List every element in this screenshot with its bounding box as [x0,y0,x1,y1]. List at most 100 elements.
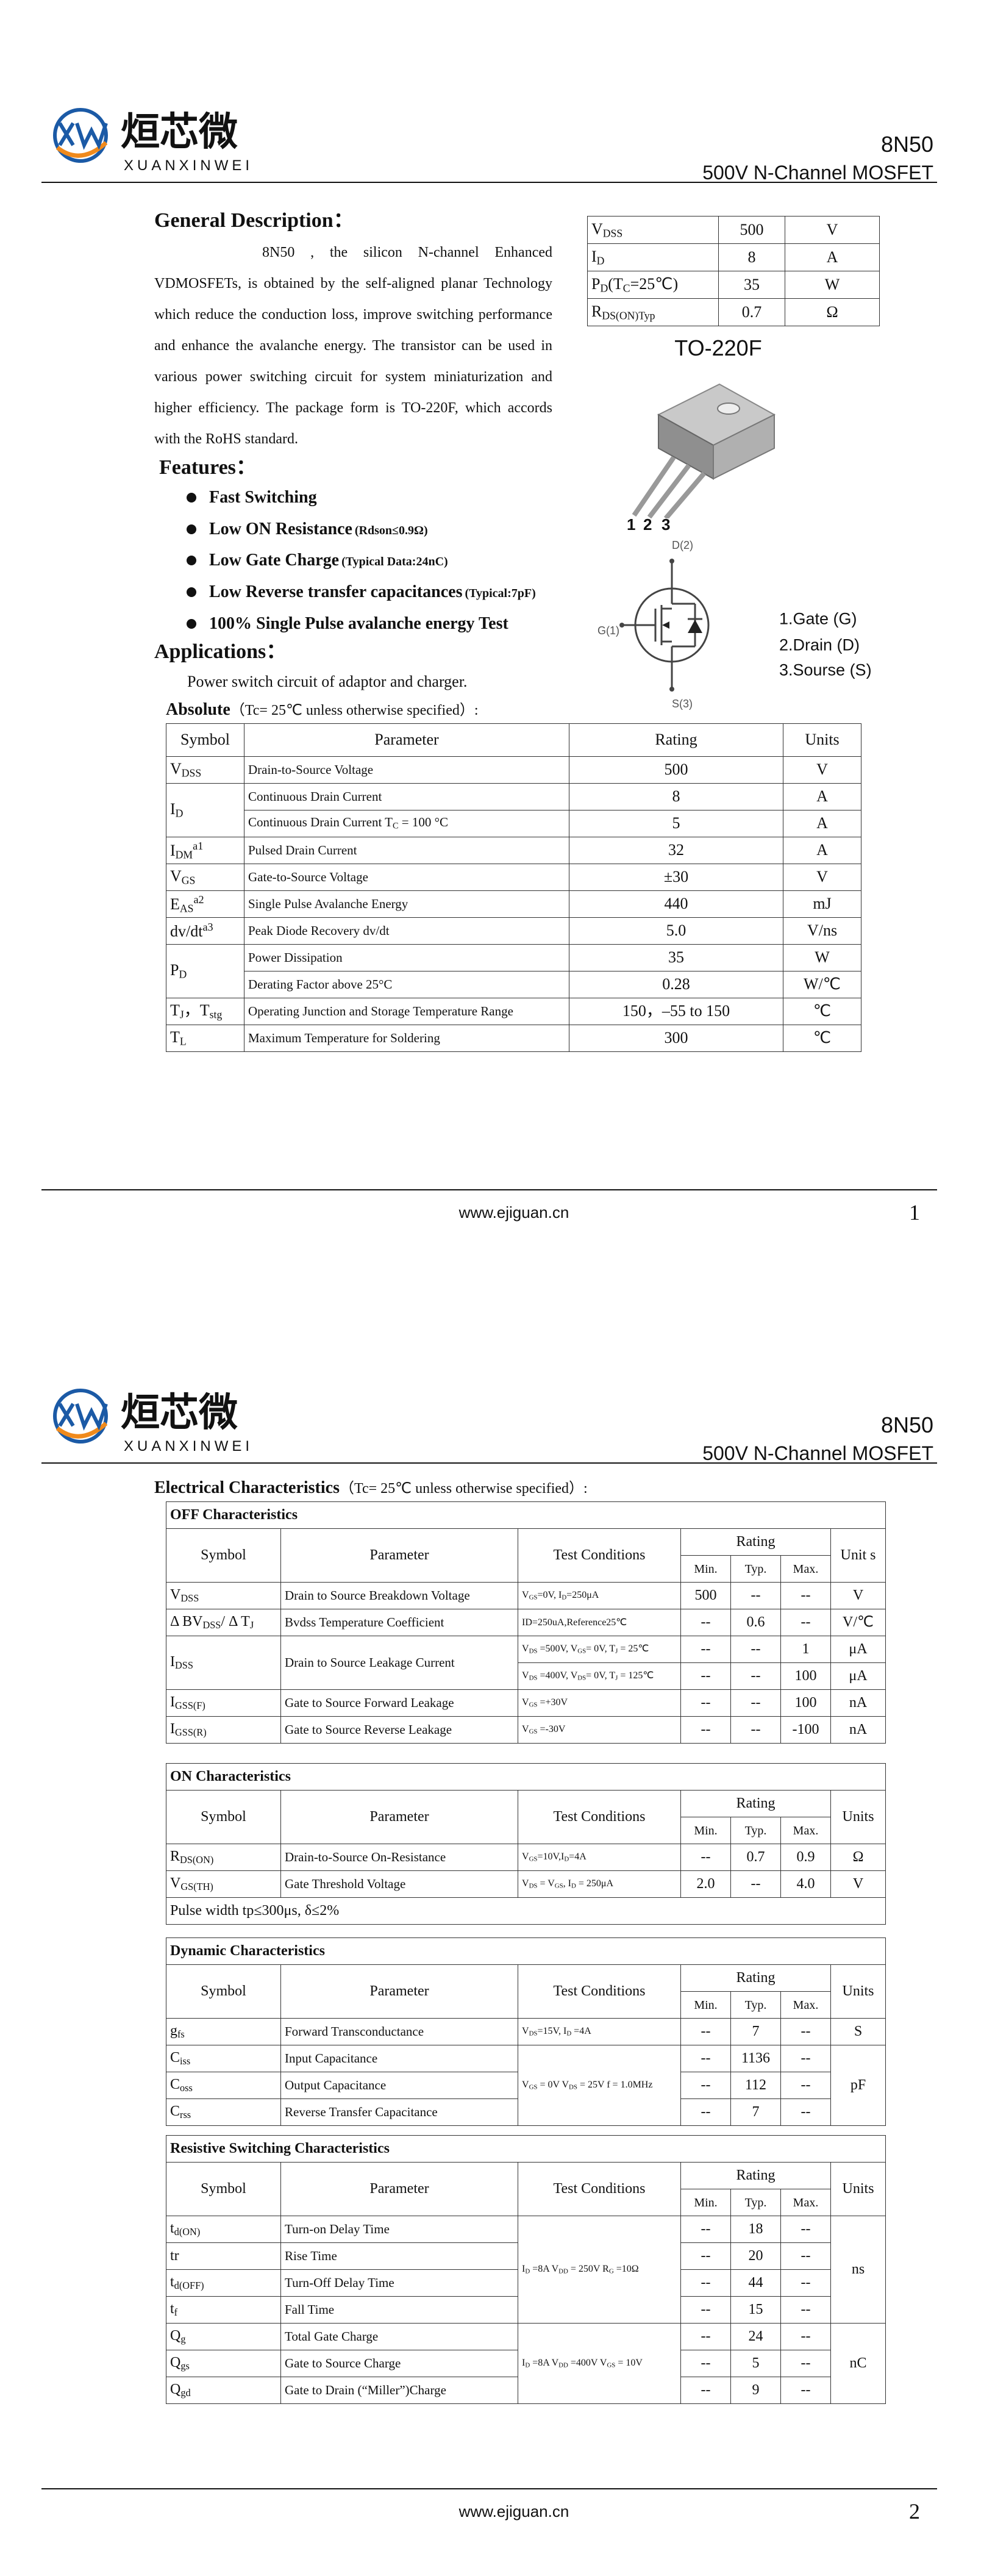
test_conditions: ID =8A VDD =400V VGS = 10V [522,2358,643,2369]
parameter-cell: Fall Time [280,2296,518,2324]
test_conditions-part: = 125℃ [618,1670,654,1681]
rating: 5 [672,814,680,832]
symbol-part: f [174,2306,178,2319]
data-row: gfs Forward Transconductance VDS=15V, ID =… [166,2018,886,2045]
data-row: Derating Factor above 25°C 0.28 W/℃ [166,971,861,998]
parameter: Gate Threshold Voltage [285,1876,406,1891]
test_conditions-cell: VGS =-30V [518,1716,681,1744]
typ: -- [751,1876,761,1892]
spec-symbol-text-part: (T [608,274,623,293]
min-cell: -- [680,2072,731,2099]
parameter-cell: Drain to Source Breakdown Voltage [280,1582,518,1609]
header-subtitle: 500V N-Channel MOSFET [702,1444,933,1463]
max-cell: -- [780,2072,831,2099]
header-cell: Test Conditions [518,1790,681,1844]
test_conditions-part: DS [577,1674,587,1682]
data-row: IDSS Drain to Source Leakage Current VDS =… [166,1636,886,1690]
lead [663,471,707,518]
feature: 100% Single Pulse avalanche energy Test [209,615,508,632]
parameter: Reverse Transfer Capacitance [285,2104,438,2119]
test_conditions-part: V [522,1589,529,1600]
header: Rating [736,2167,776,2184]
typ-cell: 18 [730,2216,781,2243]
rating: 500 [664,760,688,779]
pin-legend: 2.Drain (D) [779,637,860,654]
units-cell: A [783,783,861,810]
header: Rating [736,1534,776,1550]
test_conditions-part: = 0V V [537,2079,569,2090]
data-row: VDS =400V, VDS= 0V, TJ = 125℃ -- -- 100 μA [166,1662,886,1690]
max-cell: -- [780,2269,831,2297]
header: Symbol [201,2181,246,2197]
max: -- [801,2355,811,2372]
header: Units [842,1983,874,2000]
data-row: Qgd Gate to Drain (“Miller”)Charge -- 9 -- [166,2377,886,2404]
typ-cell: 20 [730,2242,781,2270]
parameter-part: Continuous Drain Current T [248,815,393,830]
spec-row: ID 8 A [587,243,880,271]
symbol-cell: IGSS(F) [166,1689,281,1717]
typ-cell: -- [730,1636,781,1663]
header-cell: Symbol [166,1528,281,1583]
test_conditions-cell: VGS=0V, ID=250μA [518,1582,681,1609]
parameter: Turn-Off Delay Time [285,2275,394,2290]
units: ns [851,2261,865,2278]
parameter: Forward Transconductance [285,2023,424,2039]
units: V/ns [807,921,838,940]
max: 100 [794,1668,817,1684]
parameter-part: = 100 °C [398,815,449,830]
symbol-part: GS(TH) [180,1881,213,1893]
data-row: Continuous Drain Current TC = 100 °C 5 A [166,810,861,837]
logo-swoosh [55,141,108,158]
units: W/℃ [804,975,841,993]
typ: 20 [748,2248,763,2264]
units: V [816,760,828,779]
min: -- [701,2248,711,2264]
symbol-part: I [170,800,176,818]
symbol-part: V [170,867,182,886]
max: -- [801,2248,811,2264]
max: -- [801,1587,811,1604]
units-cell: V/℃ [830,1609,886,1636]
symbol-part: R [170,1848,180,1865]
test_conditions-part: D [525,2361,530,2369]
max-cell: -- [780,2323,831,2350]
symbol-cell: Qgd [166,2377,281,2404]
typ: -- [751,1587,761,1604]
symbol-part: d(OFF) [174,2280,204,2292]
parameter-cell: Operating Junction and Storage Temperatu… [244,998,569,1025]
symbol: PD [170,961,187,980]
header-row: Min. Typ. Max. [166,1991,886,2019]
symbol-part: V [170,760,182,778]
characteristics-table: Resistive Switching Characteristics Symbo… [165,2135,886,2404]
symbol: ID [170,800,183,819]
spec-symbol-text-part: V [591,220,603,238]
units-cell: A [783,810,861,837]
feature: 100% Single Pulse avalanche energy Test [209,614,508,633]
units-cell: μA [830,1636,886,1663]
test_conditions-part: =4A [569,1851,587,1862]
table-title: Electrical Characteristics（Tc= 25℃ unles… [154,1479,588,1497]
rating: 0.28 [662,975,690,993]
units: A [816,814,828,832]
table-title: Electrical Characteristics [154,1478,340,1497]
symbol-part: V [170,1587,181,1603]
header-subtitle: 500V N-Channel MOSFET [702,162,933,184]
symbol-cell: VDSS [166,756,244,784]
rating: ±30 [663,868,689,886]
symbol: IGSS(F) [170,1694,205,1711]
min-cell: -- [680,2350,731,2377]
header: Max. [793,1823,819,1837]
feature-note: (Typical Data:24nC) [341,555,448,568]
min-cell: 2.0 [680,1870,731,1898]
test_conditions-part: DS [529,2030,538,2038]
header-cell: Typ. [730,1817,781,1844]
header: Units [805,731,840,749]
rating: 8 [672,787,680,806]
parameter: Rise Time [285,2248,337,2263]
units-cell: nA [830,1716,886,1744]
section-title: Features： [159,456,257,479]
symbol-part: J [249,1619,254,1631]
units-cell: mJ [783,890,861,918]
units: ℃ [813,1029,832,1047]
